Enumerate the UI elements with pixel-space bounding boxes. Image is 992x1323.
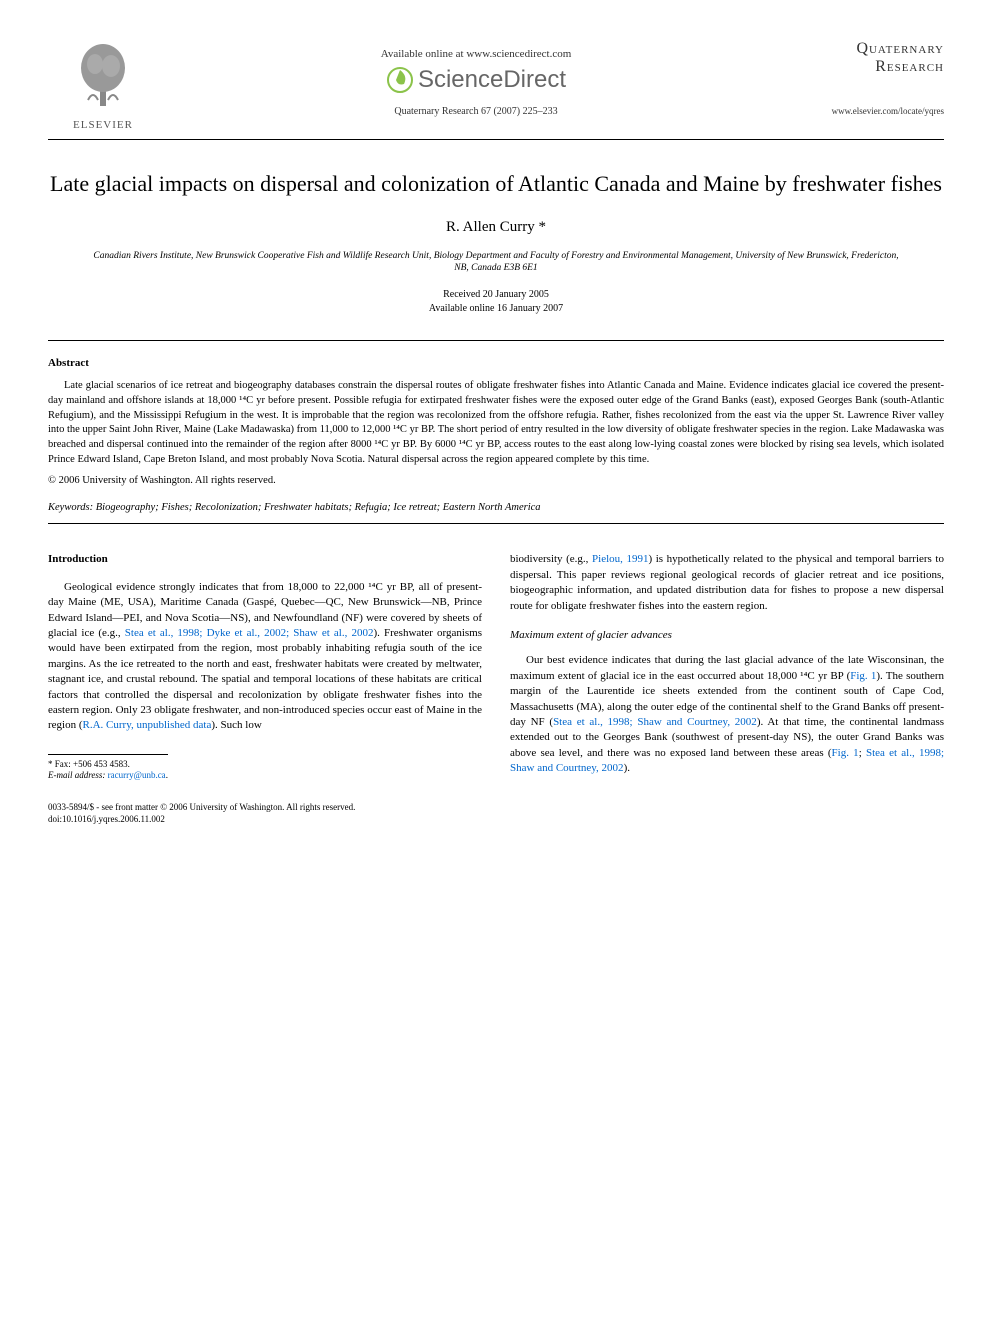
citation-link[interactable]: R.A. Curry, unpublished data: [83, 719, 212, 731]
journal-title-block: Quaternary Research www.elsevier.com/loc…: [794, 40, 944, 116]
article-dates: Received 20 January 2005 Available onlin…: [48, 288, 944, 316]
sciencedirect-text: ScienceDirect: [418, 66, 566, 94]
footnote-fax: * Fax: +506 453 4583.: [48, 759, 482, 771]
received-date: Received 20 January 2005: [48, 288, 944, 302]
sciencedirect-logo: ScienceDirect: [158, 66, 794, 94]
keywords-label: Keywords:: [48, 502, 93, 513]
available-date: Available online 16 January 2007: [48, 302, 944, 316]
figure-link[interactable]: Fig. 1: [850, 670, 876, 682]
journal-url: www.elsevier.com/locate/yqres: [794, 106, 944, 116]
author-affiliation: Canadian Rivers Institute, New Brunswick…: [48, 250, 944, 275]
body-columns: Introduction Geological evidence strongl…: [48, 552, 944, 782]
email-link[interactable]: racurry@unb.ca: [108, 770, 166, 780]
subsection-paragraph-1: Our best evidence indicates that during …: [510, 653, 944, 776]
footer-doi: doi:10.1016/j.yqres.2006.11.002: [48, 814, 944, 826]
sciencedirect-swirl-icon: [386, 66, 414, 94]
right-column: biodiversity (e.g., Pielou, 1991) is hyp…: [510, 552, 944, 782]
footnote-email: E-mail address: racurry@unb.ca.: [48, 770, 482, 782]
header-center: Available online at www.sciencedirect.co…: [158, 40, 794, 125]
citation-link[interactable]: Stea et al., 1998; Dyke et al., 2002; Sh…: [125, 627, 374, 639]
keywords-line: Keywords: Biogeography; Fishes; Recoloni…: [48, 502, 944, 513]
header-rule: [48, 139, 944, 140]
article-title: Late glacial impacts on dispersal and co…: [48, 170, 944, 199]
abstract-copyright: © 2006 University of Washington. All rig…: [48, 475, 944, 486]
page-header: ELSEVIER Available online at www.science…: [48, 40, 944, 131]
publisher-logo-block: ELSEVIER: [48, 40, 158, 131]
author-name: R. Allen Curry *: [48, 219, 944, 236]
citation-link[interactable]: Pielou, 1991: [592, 553, 648, 565]
abstract-body: Late glacial scenarios of ice retreat an…: [48, 379, 944, 467]
abstract-top-rule: [48, 340, 944, 341]
elsevier-label: ELSEVIER: [48, 119, 158, 131]
intro-paragraph-2: biodiversity (e.g., Pielou, 1991) is hyp…: [510, 552, 944, 614]
footnote-rule: [48, 754, 168, 755]
left-column: Introduction Geological evidence strongl…: [48, 552, 482, 782]
introduction-heading: Introduction: [48, 552, 482, 567]
subsection-heading: Maximum extent of glacier advances: [510, 628, 944, 643]
footer-front-matter: 0033-5894/$ - see front matter © 2006 Un…: [48, 802, 944, 814]
elsevier-tree-icon: [73, 40, 133, 110]
citation-link[interactable]: Stea et al., 1998; Shaw and Courtney, 20…: [553, 716, 757, 728]
journal-citation: Quaternary Research 67 (2007) 225–233: [158, 106, 794, 117]
available-online-text: Available online at www.sciencedirect.co…: [158, 48, 794, 60]
email-label: E-mail address:: [48, 770, 105, 780]
intro-paragraph-1: Geological evidence strongly indicates t…: [48, 580, 482, 734]
abstract-heading: Abstract: [48, 357, 944, 369]
journal-title-line-1: Quaternary: [794, 40, 944, 58]
abstract-bottom-rule: [48, 523, 944, 524]
figure-link[interactable]: Fig. 1: [832, 747, 859, 759]
footer: 0033-5894/$ - see front matter © 2006 Un…: [48, 802, 944, 825]
journal-title-line-2: Research: [794, 58, 944, 76]
keywords-list: Biogeography; Fishes; Recolonization; Fr…: [96, 502, 541, 513]
